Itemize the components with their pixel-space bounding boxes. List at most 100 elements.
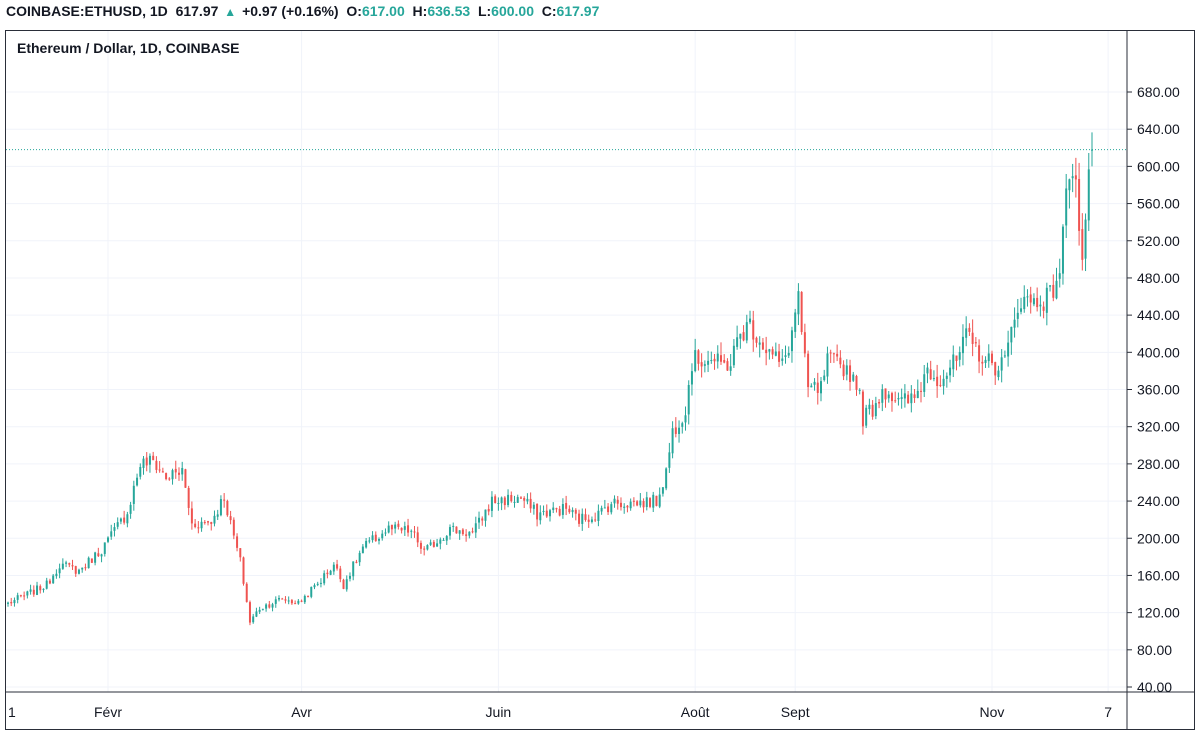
candle [129,501,132,519]
symbol-name[interactable]: COINBASE:ETHUSD, 1D [6,3,168,19]
candle [336,559,339,571]
candle [736,325,739,350]
candle [487,504,490,516]
candle [1026,289,1029,307]
candle [248,600,251,626]
candle [13,597,16,607]
candle [348,572,351,582]
candle [632,497,635,507]
candle [978,339,981,374]
candle [74,565,77,577]
candle [636,500,639,507]
time-axis[interactable]: 1 Févr Avr Juin Août Sept Nov 7 [8,704,1112,720]
candle [1061,224,1064,285]
candle [536,503,539,527]
candle [674,417,677,438]
candle [771,346,774,360]
candle [839,350,842,369]
candle [1058,258,1061,288]
candle [1016,298,1019,328]
candle [829,349,832,363]
candle [29,584,32,595]
candle [107,536,110,544]
candle [1023,285,1026,313]
price-tick-label: 200.00 [1137,530,1180,546]
candle [871,400,874,420]
candle [571,507,574,518]
candle [626,505,629,513]
price-axis[interactable]: 40.00 80.00 120.00 160.00 200.00 240.00 280.00… [1127,84,1180,695]
candle [490,491,493,518]
candle [920,382,923,403]
candle [239,548,242,562]
candle [1000,349,1003,383]
time-tick-label: Juin [486,704,512,720]
price-tick-label: 560.00 [1137,196,1180,212]
candle [545,504,548,518]
candle [565,495,568,516]
candle [807,350,810,398]
candle [1020,297,1023,315]
candle [987,344,990,368]
candle [1013,307,1016,338]
close-label: C: [541,3,557,19]
candle [271,602,274,612]
candle [52,574,55,584]
candle [916,379,919,399]
candle [581,508,584,531]
candle [194,519,197,529]
candle [778,343,781,368]
candle [1003,350,1006,358]
candle [655,495,658,507]
candle [532,501,535,515]
candle [561,498,564,519]
candle [481,516,484,526]
candle [858,388,861,395]
candle [358,550,361,566]
chart-frame[interactable] [5,30,1195,730]
low-label: L: [477,3,492,19]
candle [142,456,145,475]
candle [813,378,816,391]
candle [742,325,745,342]
open-label: O: [346,3,362,19]
candle [484,509,487,527]
candle [668,442,671,473]
time-tick-label: 1 [8,704,16,720]
candle [145,452,148,472]
candle [719,342,722,365]
candle [197,521,200,534]
candle [1074,157,1077,198]
candle [158,461,161,473]
candle [945,372,948,388]
candle [861,389,864,435]
candle [68,562,71,568]
candle [274,596,277,608]
price-tick-label: 320.00 [1137,419,1180,435]
candle [90,558,93,564]
candle [174,460,177,479]
candle [1032,293,1035,307]
candle [865,404,868,429]
candle [649,497,652,509]
candle [961,324,964,366]
candle [1071,163,1074,193]
price-tick-label: 120.00 [1137,605,1180,621]
candle [65,560,68,568]
candle [465,529,468,542]
candle [855,374,858,396]
candle [371,531,374,543]
grid-lines [6,31,1127,692]
candle [797,283,800,326]
candle [139,463,142,480]
candle [6,601,10,607]
candle [516,494,519,503]
candle [1084,213,1087,272]
price-tick-label: 440.00 [1137,307,1180,323]
candle [374,531,377,542]
candle [423,546,426,556]
candle [500,496,503,511]
candle [761,338,764,351]
candle [965,316,968,347]
